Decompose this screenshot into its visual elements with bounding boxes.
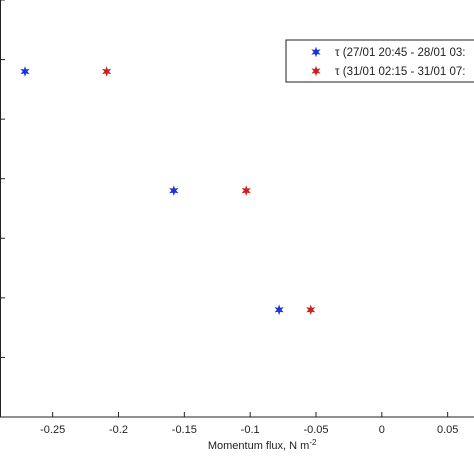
series-1-point (20, 66, 30, 77)
x-tick-label: 0.05 (437, 424, 458, 436)
x-axis-title-text: Momentum flux, N m (208, 440, 309, 452)
data-points (20, 66, 316, 316)
legend: τ (27/01 20:45 - 28/01 03: τ (31/01 02:15… (285, 39, 474, 83)
legend-marker-2 (311, 65, 321, 77)
series-2-point (241, 185, 251, 196)
x-axis-title: Momentum flux, N m-2 (208, 438, 317, 452)
x-axis-ticks: -0.25 -0.2 -0.15 -0.1 -0.05 0 0.05 (40, 412, 458, 436)
series-2-point (306, 304, 316, 316)
legend-label-1: τ (27/01 20:45 - 28/01 03: (335, 47, 466, 59)
x-tick-label: -0.05 (303, 424, 328, 436)
series-2-point (102, 66, 112, 77)
x-tick-label: -0.1 (241, 424, 260, 436)
series-1-point (274, 304, 284, 316)
axes (0, 0, 474, 418)
legend-marker-1 (311, 46, 321, 58)
x-tick-label: -0.15 (172, 424, 197, 436)
x-tick-label: -0.25 (40, 424, 65, 436)
x-tick-label: 0 (379, 424, 385, 436)
legend-box (285, 39, 474, 83)
y-axis-ticks (0, 0, 5, 358)
legend-label-2: τ (31/01 02:15 - 31/01 07: (335, 66, 466, 78)
x-tick-label: -0.2 (109, 424, 128, 436)
x-axis-title-superscript: -2 (309, 438, 317, 447)
series-1-point (169, 185, 179, 196)
